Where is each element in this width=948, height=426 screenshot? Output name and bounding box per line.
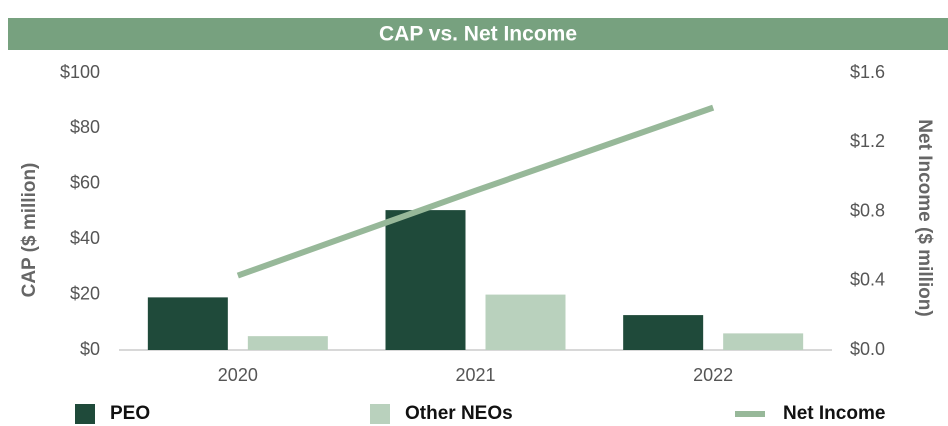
y2-tick-label: $0.0 <box>850 339 885 359</box>
title-banner <box>8 18 948 50</box>
y2-tick-label: $1.6 <box>850 62 885 82</box>
y-tick-label: $40 <box>70 228 100 248</box>
bar <box>247 336 328 350</box>
y2-tick-label: $0.8 <box>850 200 885 220</box>
y-tick-label: $0 <box>80 339 100 359</box>
x-tick-label: 2022 <box>693 365 733 385</box>
y-tick-label: $20 <box>70 283 100 303</box>
bar <box>485 294 566 350</box>
legend-label: Other NEOs <box>405 403 513 424</box>
legend-label: PEO <box>110 403 150 424</box>
bar <box>147 297 228 350</box>
legend-label: Net Income <box>783 403 885 424</box>
y2-tick-label: $1.2 <box>850 131 885 151</box>
legend-swatch <box>370 404 390 424</box>
chart-title: CAP vs. Net Income <box>379 23 577 46</box>
x-tick-label: 2020 <box>218 365 258 385</box>
bar <box>723 333 804 350</box>
y2-tick-label: $0.4 <box>850 270 885 290</box>
bar <box>623 315 704 350</box>
x-tick-label: 2021 <box>455 365 495 385</box>
legend-swatch <box>75 404 95 424</box>
y-tick-label: $80 <box>70 117 100 137</box>
y-tick-label: $60 <box>70 173 100 193</box>
y-tick-label: $100 <box>60 62 100 82</box>
y-axis-label: CAP ($ million) <box>19 163 40 298</box>
bar <box>385 210 466 350</box>
y2-axis-label: Net Income ($ million) <box>914 119 935 316</box>
line <box>236 104 715 279</box>
